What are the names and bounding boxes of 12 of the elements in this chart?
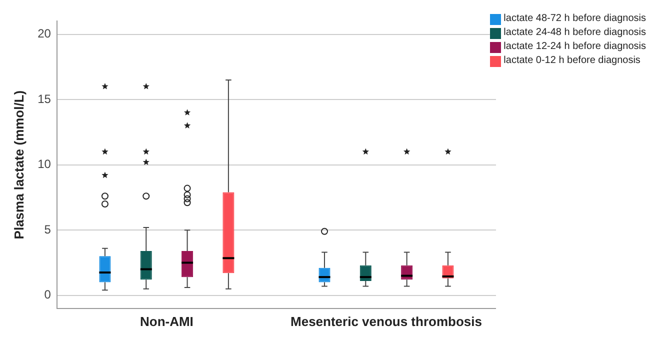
legend-label: lactate 48-72 h before diagnosis (504, 12, 646, 26)
legend-label: lactate 24-48 h before diagnosis (504, 26, 646, 40)
x-tick-label: Mesenteric venous thrombosis (290, 314, 482, 329)
legend-label: lactate 12-24 h before diagnosis (504, 40, 646, 54)
x-tick-label: Non-AMI (140, 314, 194, 329)
y-axis-title: Plasma lactate (mmol/L) (11, 90, 26, 240)
legend-label: lactate 0-12 h before diagnosis (504, 54, 640, 68)
y-tick-label: 10 (38, 157, 52, 172)
y-tick-label: 20 (38, 26, 52, 41)
y-tick-label: 15 (38, 92, 52, 106)
y-tick-label: 5 (44, 222, 52, 236)
y-tick-label: 0 (44, 288, 52, 302)
